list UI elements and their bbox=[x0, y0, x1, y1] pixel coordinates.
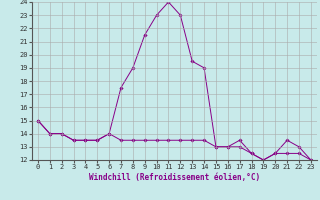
X-axis label: Windchill (Refroidissement éolien,°C): Windchill (Refroidissement éolien,°C) bbox=[89, 173, 260, 182]
